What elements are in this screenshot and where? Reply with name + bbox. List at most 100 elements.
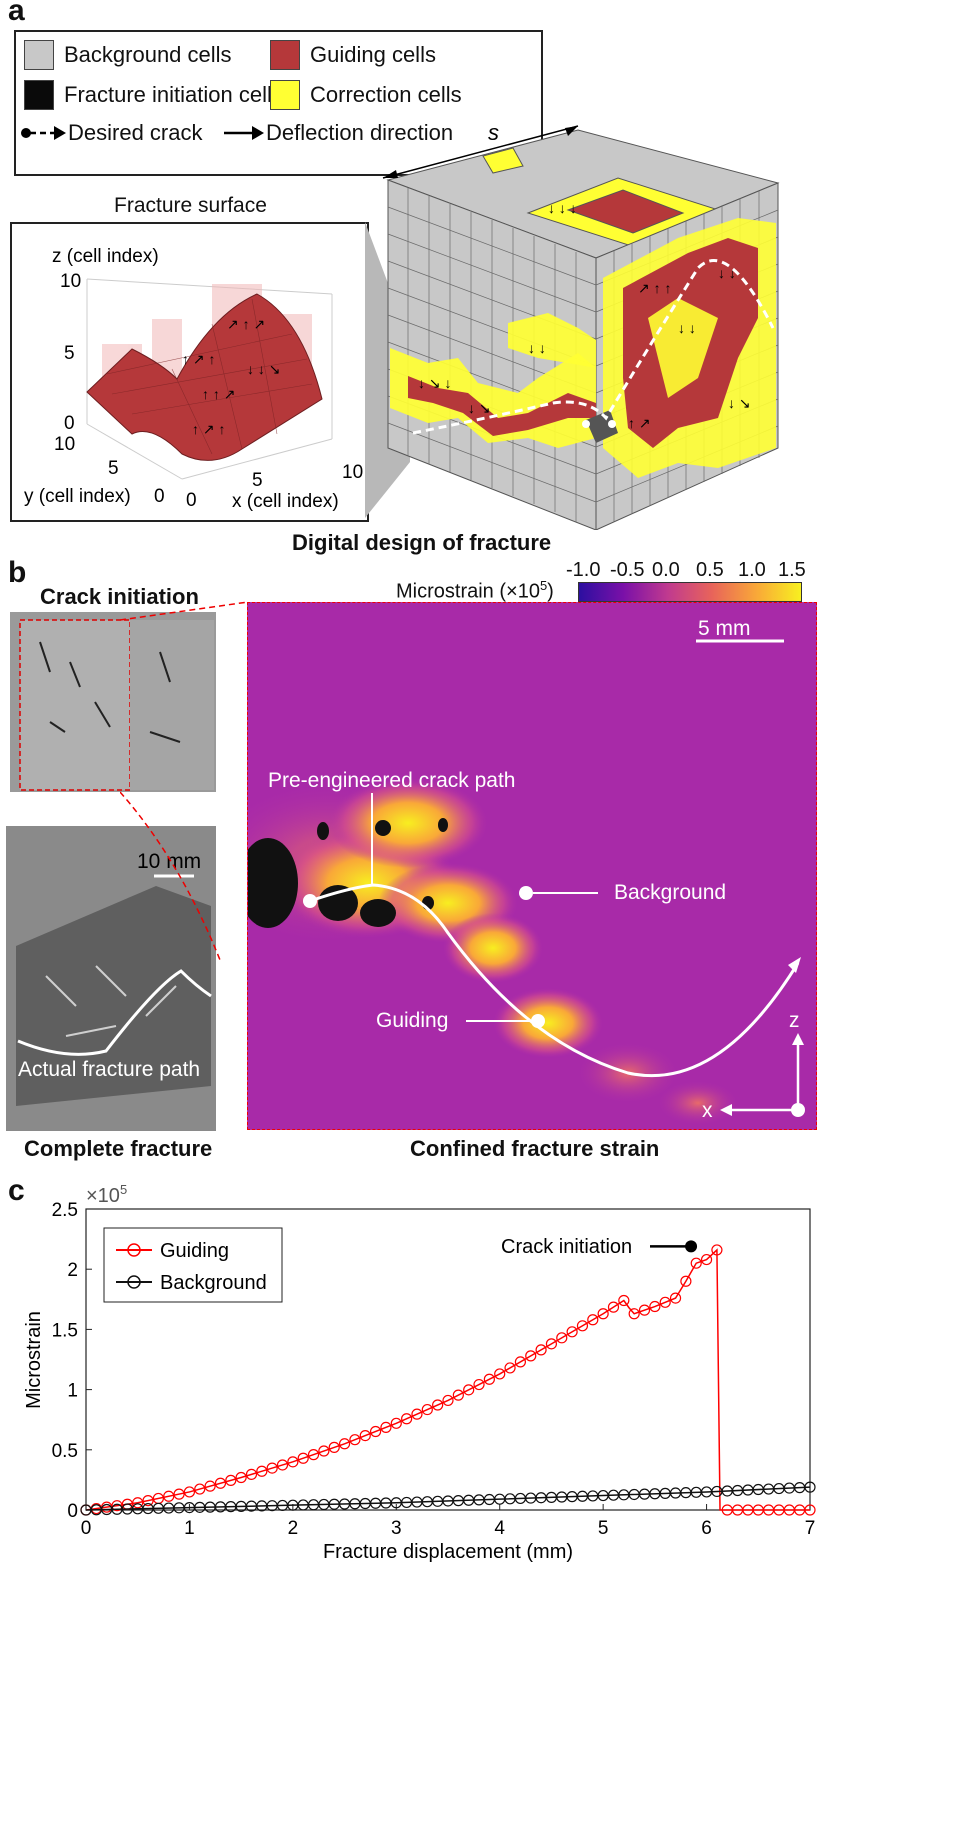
crack-initiation-title: Crack initiation <box>40 584 199 609</box>
data-point-guiding <box>225 1474 237 1486</box>
data-point-guiding <box>618 1294 630 1307</box>
legend-guiding-marker <box>127 1243 141 1257</box>
svg-text:↑ ↑ ↗: ↑ ↑ ↗ <box>202 386 236 402</box>
legend-guiding: Guiding cells <box>270 40 436 70</box>
colorbar-label: Microstrain (×105) <box>396 578 554 603</box>
dashed-arrow-icon <box>21 126 66 140</box>
data-point-guiding <box>173 1488 185 1500</box>
data-point-guiding <box>804 1504 816 1516</box>
scale-bar-10mm: 10 mm <box>137 850 202 873</box>
legend-label: Guiding cells <box>310 42 436 67</box>
colorbar <box>578 582 802 602</box>
actual-path-label: Actual fracture path <box>18 1058 201 1081</box>
data-point-guiding <box>163 1490 175 1502</box>
data-point-guiding <box>183 1486 196 1498</box>
data-point-guiding <box>421 1403 433 1416</box>
data-point-guiding <box>142 1495 154 1507</box>
series-line-background <box>85 1486 811 1511</box>
data-point-guiding <box>204 1480 216 1492</box>
complete-fracture-title: Complete fracture <box>24 1136 213 1161</box>
data-point-guiding <box>297 1452 309 1464</box>
fracture-surface-plot: ↑ ↗ ↑ ↗ ↑ ↗ ↑ ↑ ↗ ↓ ↓ ↘ ↑ ↗ ↑ z (cell in… <box>24 246 363 512</box>
x-tick-label: 3 <box>391 1518 402 1539</box>
y-multiplier: ×105 <box>86 1182 127 1207</box>
svg-text:↓ ↓: ↓ ↓ <box>718 265 736 281</box>
y-tick-label: 1.5 <box>52 1320 78 1341</box>
data-point-guiding <box>607 1301 620 1313</box>
data-point-guiding <box>380 1421 392 1434</box>
strain-map: 5 mm Pre-engineered crack path Backgroun… <box>247 602 817 1130</box>
y-axis-label: Microstrain <box>23 1311 45 1409</box>
svg-text:↓ ↓ ↘: ↓ ↓ ↘ <box>247 361 281 377</box>
data-point-guiding <box>276 1459 289 1471</box>
data-point-guiding <box>328 1441 340 1453</box>
x-tick-label: 2 <box>288 1518 299 1539</box>
data-point-guiding <box>504 1362 516 1374</box>
data-point-guiding <box>483 1373 495 1385</box>
y-tick: 5 <box>108 458 119 479</box>
panel-letter-c: c <box>8 1174 25 1207</box>
data-point-guiding <box>349 1434 361 1446</box>
data-point-guiding <box>245 1468 258 1480</box>
legend-desired-crack: Desired crack <box>20 120 202 146</box>
y-tick-label: 0.5 <box>52 1441 78 1462</box>
data-point-guiding <box>401 1413 413 1425</box>
data-point-guiding <box>473 1378 485 1391</box>
svg-text:↓ ↘: ↓ ↘ <box>468 400 491 416</box>
strain-heatmap <box>248 603 816 1129</box>
data-point-guiding <box>256 1465 268 1477</box>
data-point-guiding <box>235 1471 247 1484</box>
crack-initiation-point <box>685 1240 698 1253</box>
colorbar-tick: -0.5 <box>610 559 645 581</box>
chart-legend <box>103 1227 283 1303</box>
svg-text:↑ ↗ ↑: ↑ ↗ ↑ <box>192 421 226 437</box>
x-tick-label: 6 <box>701 1518 712 1539</box>
data-point-guiding <box>463 1384 475 1396</box>
data-point-guiding <box>442 1394 454 1407</box>
data-point-guiding <box>669 1292 682 1304</box>
data-point-guiding <box>587 1314 599 1326</box>
correction-swatch <box>270 80 300 110</box>
y-tick: 0 <box>154 486 165 507</box>
svg-text:↓ ↓: ↓ ↓ <box>678 320 696 336</box>
legend-background-marker <box>127 1275 141 1289</box>
data-point-guiding <box>287 1456 299 1468</box>
data-point-guiding <box>690 1257 702 1269</box>
data-point-guiding <box>318 1445 330 1457</box>
data-point-guiding <box>194 1483 206 1495</box>
cube-size-label: s <box>488 120 499 145</box>
crack-initiation-photo <box>10 612 216 792</box>
legend-label: Correction cells <box>310 82 462 107</box>
legend-background: Background cells <box>24 40 232 70</box>
y-tick-label: 0 <box>67 1501 78 1522</box>
colorbar-tick: 1.5 <box>778 559 806 581</box>
background-region-label: Background <box>614 881 727 904</box>
colorbar-tick: 1.0 <box>738 559 766 581</box>
legend-background-label: Background <box>160 1272 267 1294</box>
x-tick-label: 0 <box>81 1518 92 1539</box>
legend-deflection: Deflection direction <box>222 120 453 146</box>
panel-letter-b: b <box>8 556 27 589</box>
data-point-guiding <box>514 1356 527 1368</box>
x-tick: 5 <box>252 470 263 491</box>
data-point-guiding <box>359 1429 371 1442</box>
data-point-guiding <box>432 1399 444 1411</box>
y-tick-label: 1 <box>67 1381 78 1402</box>
panel-a-caption: Digital design of fracture <box>292 530 552 555</box>
legend-label: Deflection direction <box>266 120 454 145</box>
scale-bar-5mm: 5 mm <box>698 617 751 640</box>
data-point-guiding <box>556 1332 568 1344</box>
y-tick-label: 2 <box>67 1260 78 1281</box>
guiding-swatch <box>270 40 300 70</box>
zoom-lines <box>120 601 249 961</box>
colorbar-tick: 0.0 <box>652 559 680 581</box>
svg-text:↗ ↑ ↑: ↗ ↑ ↑ <box>638 280 672 296</box>
panel-letter-a: a <box>8 0 25 27</box>
microstrain-chart: 0 1 2 3 4 5 6 7 0 0.5 1 1.5 2 2.5 ×105 Fracture displ… <box>23 1182 816 1563</box>
x-axis-indicator: x <box>702 1099 713 1122</box>
data-point-guiding <box>597 1308 609 1320</box>
data-point-guiding <box>545 1338 558 1350</box>
svg-text:↓ ↘: ↓ ↘ <box>728 395 751 411</box>
colorbar-tick: -1.0 <box>566 559 601 581</box>
data-point-guiding <box>576 1320 589 1332</box>
